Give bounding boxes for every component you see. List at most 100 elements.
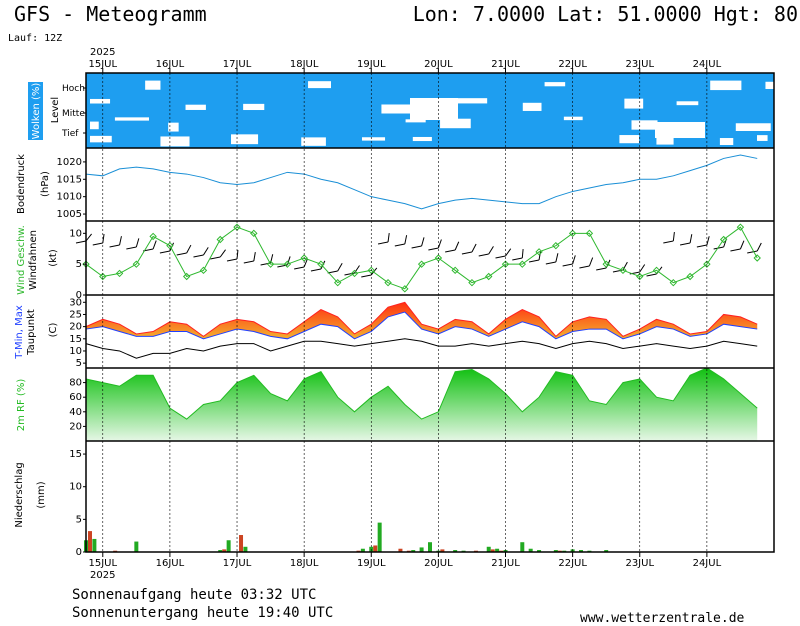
wind-barb: [538, 251, 542, 261]
wind-barb-shaft: [696, 244, 707, 248]
wind-speed-point: [216, 235, 224, 244]
precip-convective-bar: [398, 548, 403, 552]
wind-barb-shaft: [310, 268, 322, 272]
cloud-gap: [90, 98, 111, 104]
wind-speed-point: [401, 285, 409, 293]
wind-barb: [303, 258, 308, 268]
day-label-top: 24JUL: [693, 59, 722, 70]
tmin-line: [85, 311, 758, 340]
credit-link[interactable]: www.wetterzentrale.de: [580, 611, 745, 626]
humidity-area: [86, 368, 758, 441]
model-run: Lauf: 12Z: [8, 33, 63, 44]
wind-speed-point: [417, 260, 426, 268]
wind-barb-shaft: [243, 260, 254, 264]
cloud-gap: [160, 136, 190, 147]
precip-rain-bar: [579, 550, 584, 552]
wind-barb-shaft: [377, 241, 389, 245]
humidity-ylabel: 2m RF (%): [16, 379, 27, 432]
precip-rain-bar: [134, 541, 139, 552]
cloud-gap: [676, 101, 699, 106]
precip-rain-bar: [503, 550, 508, 552]
pressure-tick-label: 1015: [57, 174, 82, 185]
wind-speed-point: [501, 260, 510, 268]
pressure-tick-label: 1020: [57, 157, 82, 168]
wind-speed-point: [652, 266, 661, 275]
cloud-gap: [631, 120, 658, 130]
pressure-tick-label: 1005: [57, 209, 82, 220]
temperature-tick-label: 15: [69, 334, 82, 345]
day-label-top: 19JUL: [357, 59, 386, 70]
precip-tick-label: 0: [76, 547, 82, 558]
wind-speed-point: [115, 269, 124, 278]
precip-convective-bar: [239, 535, 244, 552]
wind-barb: [454, 241, 460, 251]
day-label-bottom: 16JUL: [156, 558, 185, 569]
wind-barb: [437, 239, 442, 249]
cloud-gap: [405, 119, 426, 123]
wind-barb-shaft: [210, 256, 221, 260]
wind-barb: [672, 232, 675, 242]
wind-barb-shaft: [461, 251, 473, 255]
precip-convective-bar: [440, 549, 445, 552]
precip-tick-label: 5: [76, 514, 82, 525]
wind-barb: [639, 264, 646, 273]
temperature-tick-label: 5: [76, 358, 82, 369]
day-label-bottom: 17JUL: [223, 558, 252, 569]
precip-tick-label: 15: [69, 449, 82, 460]
cloud-gap: [114, 117, 149, 121]
precip-rain-bar: [453, 550, 458, 552]
cloud-level-name: Tief: [61, 129, 79, 139]
wind-barb-shaft: [579, 265, 590, 269]
precip-rain-bar: [360, 548, 365, 552]
wind-barb-shaft: [75, 240, 87, 244]
wind-speed-point: [535, 248, 543, 256]
wind-barb: [689, 234, 693, 244]
wind-barb: [135, 238, 140, 248]
wind-speed-point: [182, 272, 191, 281]
year-label-bottom: 2025: [90, 570, 115, 581]
precip-rain-bar: [495, 548, 500, 552]
wind-ylabel-unit: (kt): [48, 249, 59, 267]
wind-barb: [85, 233, 92, 242]
day-label-bottom: 18JUL: [290, 558, 319, 569]
wind-speed-point: [703, 260, 711, 268]
day-label-bottom: 24JUL: [693, 558, 722, 569]
day-label-bottom: 20JUL: [424, 558, 453, 569]
day-label-top: 22JUL: [558, 59, 587, 70]
wind-speed-point: [568, 229, 577, 238]
precip-rain-bar: [553, 550, 558, 552]
pressure-line: [85, 154, 758, 210]
humidity-tick-label: 60: [69, 392, 82, 403]
wind-ylabel: Wind Geschw.: [16, 225, 27, 295]
tmax-line: [85, 301, 758, 338]
cloud-gap: [440, 118, 471, 129]
precip-ylabel: Niederschlag: [14, 462, 25, 527]
wind-speed-point: [585, 229, 594, 238]
day-label-bottom: 21JUL: [491, 558, 520, 569]
precip-rain-bar: [226, 540, 231, 552]
precip-rain-bar: [528, 548, 533, 552]
cloud-gap: [765, 81, 774, 89]
wind-barb: [756, 242, 762, 252]
wind-speed-point: [199, 266, 208, 275]
wind-speed-point: [669, 278, 678, 287]
precip-convective-bar: [373, 545, 378, 552]
wind-barb: [186, 244, 192, 254]
wind-speed-point: [636, 272, 644, 281]
dewpoint-line: [85, 338, 758, 359]
cloud-label-bg: [28, 82, 43, 140]
precip-rain-bar: [218, 550, 223, 552]
precip-rain-bar: [428, 542, 432, 552]
cloud-gap: [145, 80, 161, 90]
day-label-top: 15JUL: [88, 59, 117, 70]
year-label-top: 2025: [90, 47, 115, 58]
wind-barb-shaft: [327, 270, 338, 274]
wind-barb-shaft: [394, 243, 405, 247]
wind-speed-point: [736, 223, 745, 231]
cloud-gap: [563, 116, 583, 121]
wind-speed-point: [166, 241, 174, 250]
plot-frame: [85, 72, 775, 553]
precip-rain-bar: [92, 538, 97, 552]
pressure-tick-label: 1010: [57, 192, 82, 203]
temperature-tick-label: 20: [69, 322, 82, 333]
